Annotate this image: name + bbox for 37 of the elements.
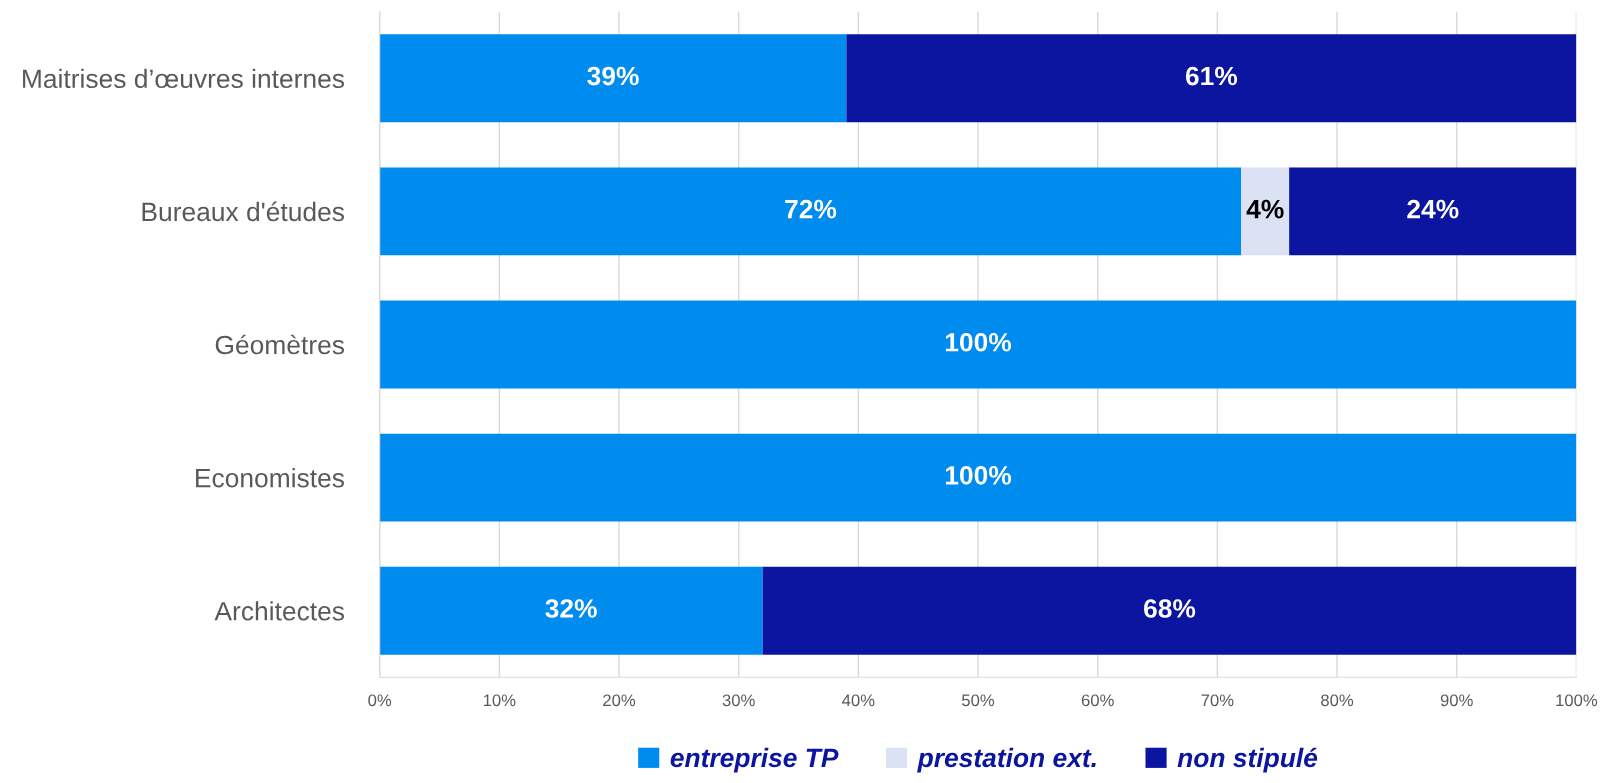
- y-tick-label: Maitrises d’œuvres internes: [23, 68, 345, 89]
- x-tick-label: 10%: [483, 694, 516, 707]
- bar: [379, 34, 847, 123]
- data-label: 100%: [945, 466, 1012, 485]
- x-tick-label: 60%: [1081, 694, 1114, 707]
- bar: [1241, 167, 1290, 256]
- x-tick-label: 80%: [1321, 694, 1354, 707]
- y-tick-label: Géomètres: [215, 334, 345, 355]
- y-tick-label: Architectes: [214, 601, 344, 621]
- data-label: 4%: [1246, 199, 1284, 219]
- x-tick-label: 0%: [368, 694, 392, 707]
- bar: [379, 300, 1577, 389]
- y-tick-label: Bureaux d'études: [142, 201, 345, 222]
- legend-label: non stipulé: [1177, 747, 1318, 773]
- x-tick-label: 50%: [962, 694, 995, 707]
- x-tick-label: 40%: [842, 694, 875, 707]
- data-label: 32%: [545, 599, 597, 618]
- data-label: 100%: [945, 332, 1012, 352]
- data-label: 61%: [1185, 66, 1238, 86]
- legend-label: prestation ext.: [917, 747, 1096, 773]
- legend-label: entreprise TP: [670, 747, 839, 773]
- bar: [846, 34, 1577, 123]
- x-tick-label: 30%: [722, 694, 755, 707]
- data-label: 39%: [587, 66, 639, 86]
- data-label: 68%: [1144, 599, 1196, 618]
- x-tick-label: 70%: [1201, 694, 1234, 707]
- x-tick-label: 20%: [603, 694, 636, 707]
- data-label: 72%: [785, 199, 837, 219]
- bar: [379, 566, 763, 655]
- bar: [379, 433, 1577, 522]
- y-tick-label: Economistes: [196, 468, 345, 488]
- bar: [762, 566, 1577, 655]
- x-tick-label: 100%: [1556, 694, 1598, 707]
- data-label: 24%: [1407, 199, 1459, 219]
- bar: [379, 167, 1242, 256]
- bar: [1289, 167, 1577, 256]
- x-tick-label: 90%: [1440, 694, 1473, 707]
